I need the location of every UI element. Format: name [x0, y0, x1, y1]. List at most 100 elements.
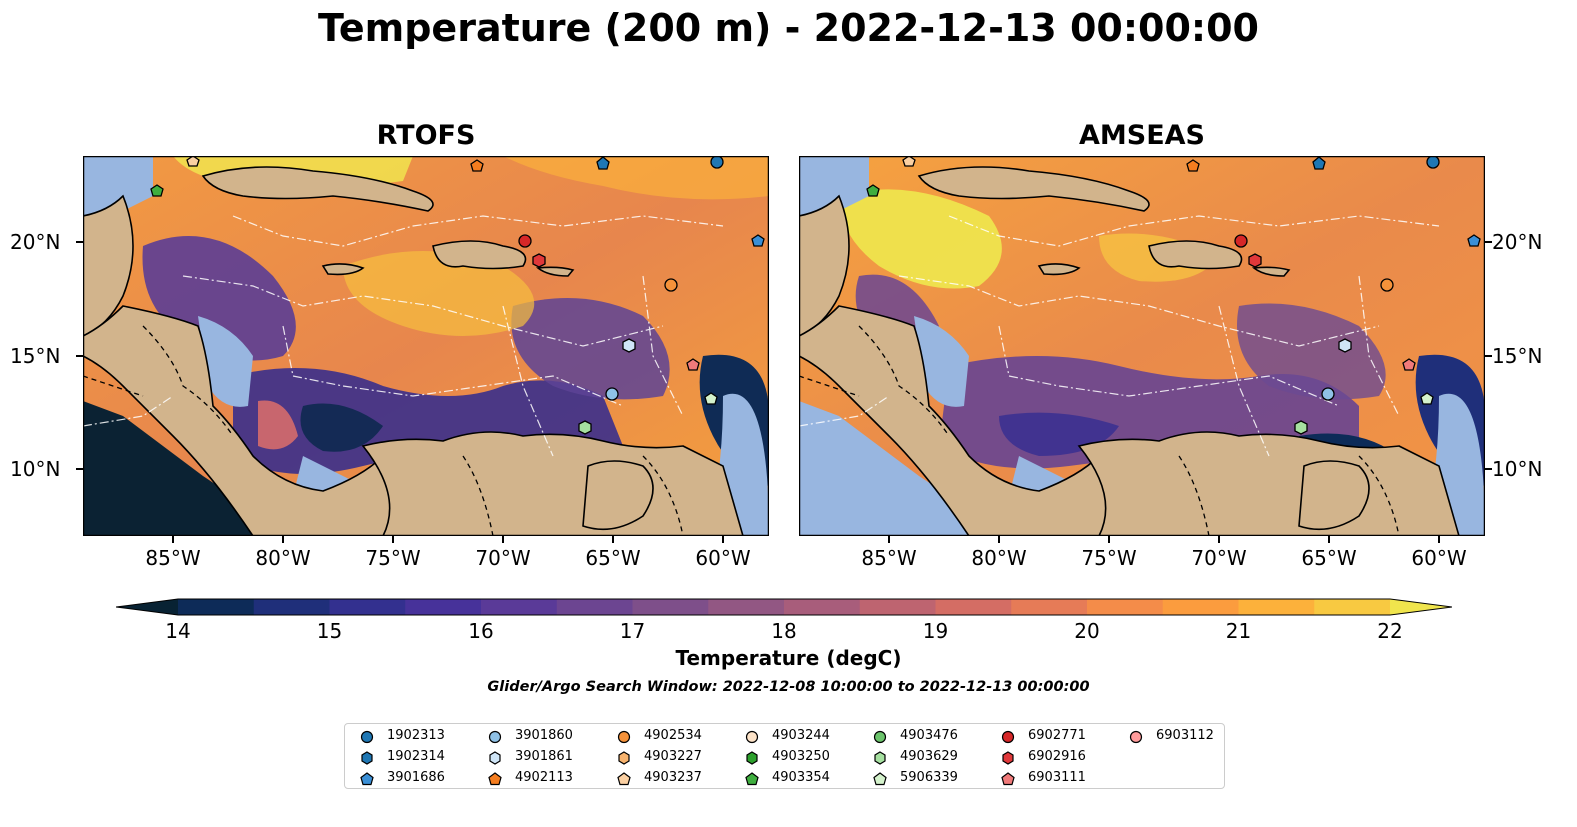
legend-label: 4903250 — [772, 749, 830, 764]
circle-marker-icon — [873, 730, 887, 744]
hexagon-marker-icon — [874, 751, 886, 765]
lat-tick-mark — [1485, 355, 1492, 357]
colorbar-segment — [708, 599, 785, 615]
legend-label: 4903354 — [772, 770, 830, 785]
circle-marker-icon — [745, 730, 759, 744]
colorbar-segment — [253, 599, 331, 615]
circle-marker-icon — [488, 730, 502, 744]
eez-boundaries — [799, 215, 1440, 457]
legend-label: 1902313 — [387, 728, 445, 743]
pentagon-marker-icon — [873, 772, 887, 786]
legend-label: 3901686 — [387, 770, 445, 785]
map-frame — [799, 156, 1485, 536]
legend-label: 4902113 — [515, 770, 573, 785]
lon-tick-mark — [612, 536, 614, 543]
hexagon-marker-icon — [489, 751, 501, 765]
circle-marker-icon — [617, 730, 631, 744]
lat-tick-label-right: 15°N — [1492, 344, 1543, 368]
lat-tick-label-right: 10°N — [1492, 457, 1543, 481]
lat-tick-mark — [76, 355, 83, 357]
lon-tick-label: 65°W — [585, 546, 641, 570]
landmass — [799, 166, 1460, 536]
colorbar-segment — [556, 599, 634, 615]
legend-label: 3901861 — [515, 749, 573, 764]
lon-tick-mark — [502, 536, 504, 543]
circle-marker-icon — [360, 730, 374, 744]
legend-label: 3901860 — [515, 728, 573, 743]
lon-tick-label: 85°W — [145, 546, 201, 570]
colorbar-segment — [859, 599, 937, 615]
pentagon-marker-icon — [617, 772, 631, 786]
lon-tick-label: 85°W — [861, 546, 917, 570]
lat-tick-mark — [76, 468, 83, 470]
lon-tick-mark — [1328, 536, 1330, 543]
lon-tick-mark — [172, 536, 174, 543]
circle-marker-icon — [1129, 730, 1143, 744]
colorbar-tick-label: 15 — [316, 619, 343, 643]
eez-boundaries — [83, 215, 724, 457]
colorbar-segment — [935, 599, 1012, 615]
legend-label: 4903227 — [644, 749, 702, 764]
lon-tick-mark — [1438, 536, 1440, 543]
lon-tick-mark — [392, 536, 394, 543]
map-amseas — [799, 156, 1485, 536]
lat-tick-label-left: 10°N — [10, 457, 61, 481]
legend-label: 4903237 — [644, 770, 702, 785]
panel-title-rtofs: RTOFS — [376, 120, 476, 151]
colorbar-outline — [116, 598, 1452, 616]
lon-tick-mark — [722, 536, 724, 543]
lon-tick-mark — [282, 536, 284, 543]
pentagon-marker-icon — [488, 772, 502, 786]
panel-title-amseas: AMSEAS — [1079, 120, 1205, 151]
colorbar-segment — [178, 599, 255, 615]
float-legend: 1902313 1902314 3901686 3901860 3901861 49021… — [344, 723, 1225, 789]
lat-tick-mark — [1485, 241, 1492, 243]
colorbar-segment — [1238, 599, 1315, 615]
legend-label: 6903111 — [1028, 770, 1086, 785]
lon-tick-label: 65°W — [1301, 546, 1357, 570]
pentagon-marker-icon — [745, 772, 759, 786]
colorbar-segment — [1011, 599, 1088, 615]
lon-tick-label: 80°W — [971, 546, 1027, 570]
map-rtofs — [83, 156, 769, 536]
lon-tick-mark — [998, 536, 1000, 543]
lon-tick-mark — [1108, 536, 1110, 543]
colorbar-segment — [1087, 599, 1164, 615]
legend-label: 4903476 — [900, 728, 958, 743]
colorbar-tick-label: 14 — [165, 619, 191, 643]
pentagon-marker-icon — [360, 772, 374, 786]
colorbar-label: Temperature (degC) — [675, 646, 902, 670]
lon-tick-label: 80°W — [255, 546, 311, 570]
colorbar-segment — [405, 599, 482, 615]
lon-tick-label: 75°W — [365, 546, 421, 570]
lon-tick-label: 70°W — [1191, 546, 1247, 570]
legend-label: 4903629 — [900, 749, 958, 764]
float-markers — [866, 156, 1481, 435]
colorbar-under-extend — [116, 599, 178, 615]
lat-tick-label-right: 20°N — [1492, 230, 1543, 254]
colorbar-segment — [632, 599, 709, 615]
lat-tick-mark — [76, 241, 83, 243]
figure-title: Temperature (200 m) - 2022-12-13 00:00:0… — [317, 6, 1259, 50]
map-frame — [83, 156, 769, 536]
lon-tick-label: 60°W — [1411, 546, 1467, 570]
lon-tick-label: 70°W — [475, 546, 531, 570]
colorbar-over-extend — [1390, 599, 1452, 615]
colorbar-tick-label: 22 — [1377, 619, 1403, 643]
colorbar-segment — [329, 599, 406, 615]
legend-label: 6902771 — [1028, 728, 1086, 743]
legend-label: 6903112 — [1156, 728, 1214, 743]
legend-label: 5906339 — [900, 770, 958, 785]
pacific-ocean — [799, 401, 969, 536]
colorbar-tick-label: 18 — [771, 619, 797, 643]
colorbar-segment — [1314, 599, 1391, 615]
lat-tick-label-left: 20°N — [10, 230, 61, 254]
legend-label: 4903244 — [772, 728, 830, 743]
hexagon-marker-icon — [1002, 751, 1014, 765]
lat-tick-mark — [1485, 468, 1492, 470]
hexagon-marker-icon — [361, 751, 373, 765]
colorbar-tick-label: 17 — [619, 619, 646, 643]
lon-tick-label: 75°W — [1081, 546, 1137, 570]
lat-tick-label-left: 15°N — [10, 344, 61, 368]
circle-marker-icon — [1001, 730, 1015, 744]
